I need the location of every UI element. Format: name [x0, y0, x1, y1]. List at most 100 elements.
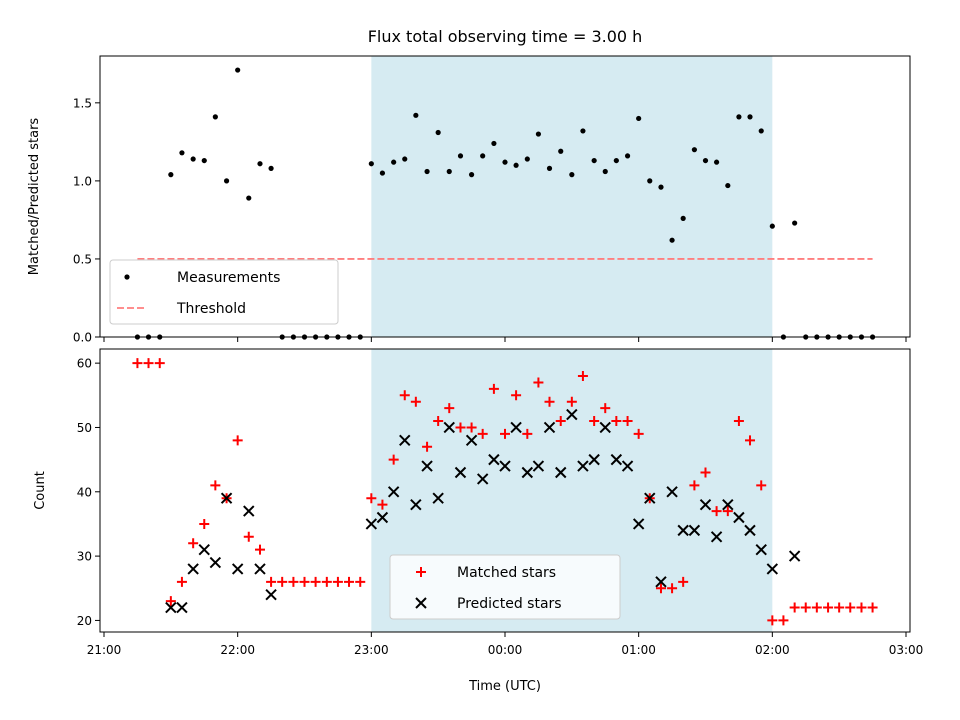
matched-stars-point-37 [544, 396, 555, 407]
predicted-stars-point-5 [220, 492, 233, 504]
legend-label: Predicted stars [457, 596, 562, 612]
predicted-stars-point-34 [632, 518, 645, 530]
y-axis-label: Matched/Predicted stars [27, 118, 42, 276]
matched-stars-point-12 [266, 576, 277, 587]
predicted-stars-point-38 [677, 524, 689, 537]
matched-stars-point-0 [132, 358, 143, 369]
measurements-point-45 [636, 115, 642, 122]
measurements-point-57 [769, 223, 775, 229]
matched-stars-point-26 [422, 441, 433, 452]
measurements-point-7 [212, 114, 218, 120]
matched-stars-point-57 [767, 615, 778, 626]
y-tick-label: 40 [77, 485, 92, 499]
predicted-stars-point-13 [399, 434, 411, 447]
predicted-stars-point-41 [710, 531, 723, 543]
measurements-point-51 [702, 157, 709, 164]
matched-stars-point-23 [388, 454, 399, 465]
measurements-point-59 [792, 220, 798, 226]
matched-stars-point-18 [332, 576, 343, 587]
matched-stars-point-52 [711, 506, 722, 517]
predicted-stars-point-6 [231, 563, 244, 575]
matched-stars-point-30 [466, 422, 477, 433]
matched-stars-point-62 [823, 602, 834, 613]
measurements-point-23 [391, 159, 397, 165]
x-tick-label: 01:00 [621, 643, 656, 657]
measurements-point-31 [480, 153, 486, 159]
predicted-stars-point-10 [365, 518, 378, 530]
measurements-point-22 [379, 170, 386, 176]
measurements-point-21 [368, 161, 374, 167]
measurements-point-44 [624, 153, 631, 159]
matched-stars-point-31 [477, 428, 488, 439]
predicted-stars-point-25 [532, 460, 545, 472]
measurements-point-37 [546, 165, 553, 171]
predicted-stars-point-36 [655, 576, 667, 588]
matched-stars-point-55 [745, 435, 756, 446]
predicted-stars-point-47 [788, 550, 801, 562]
predicted-stars-point-18 [454, 466, 467, 479]
matched-stars-point-7 [210, 480, 221, 491]
measurements-point-29 [457, 153, 464, 159]
predicted-stars-point-33 [621, 460, 634, 472]
legend-marker [416, 567, 426, 577]
y-tick-label: 50 [77, 421, 92, 435]
measurements-point-36 [535, 131, 542, 137]
matched-stars-point-45 [633, 428, 644, 439]
matched-stars-point-13 [277, 576, 288, 587]
matched-stars-point-54 [733, 416, 744, 427]
predicted-stars-point-31 [599, 421, 611, 434]
chart-title: Flux total observing time = 3.00 h [368, 27, 643, 46]
matched-stars-point-4 [176, 576, 187, 587]
matched-stars-point-43 [611, 416, 622, 427]
measurements-point-52 [713, 159, 720, 165]
legend-box [389, 554, 621, 620]
matched-stars-point-56 [756, 480, 767, 491]
matched-stars-point-61 [811, 602, 822, 613]
matched-stars-point-21 [366, 493, 377, 504]
matched-stars-point-65 [856, 602, 867, 613]
predicted-stars-point-12 [387, 486, 400, 498]
x-tick-label: 21:00 [87, 643, 122, 657]
legend: Matched stars Predicted stars [389, 554, 621, 620]
measurements-point-28 [446, 168, 452, 175]
matched-stars-point-2 [154, 358, 165, 369]
measurements-point-34 [513, 162, 519, 168]
predicted-stars-point-42 [722, 498, 734, 511]
y-tick-label: 1.5 [73, 96, 92, 110]
measurements-point-27 [435, 129, 441, 136]
matched-stars-point-59 [789, 602, 800, 613]
matched-stars-point-39 [566, 396, 577, 407]
legend-label: Measurements [177, 270, 280, 286]
matched-stars-point-50 [689, 480, 700, 491]
measurements-point-25 [413, 112, 419, 118]
matched-stars-point-42 [600, 403, 611, 414]
predicted-stars-point-30 [588, 453, 600, 466]
predicted-stars-point-1 [176, 601, 188, 614]
measurements-point-33 [502, 159, 508, 165]
legend-label: Matched stars [457, 565, 556, 581]
matched-stars-point-33 [500, 428, 510, 439]
predicted-stars-point-14 [410, 498, 422, 511]
matched-stars-point-17 [321, 576, 332, 587]
predicted-stars-point-46 [766, 563, 779, 575]
matched-stars-point-25 [410, 396, 421, 407]
matched-stars-point-5 [188, 538, 199, 549]
predicted-stars-point-39 [688, 524, 701, 537]
y-tick-label: 0.0 [73, 331, 92, 345]
y-tick-label: 60 [77, 357, 92, 371]
y-tick-label: 20 [77, 614, 92, 628]
measurements-point-30 [468, 172, 475, 178]
measurements-point-12 [268, 165, 274, 171]
measurements-point-10 [246, 195, 252, 201]
flux-ratio-panel: 0.0 0.5 1.0 1.5 Matched/Predicted stars Measu… [27, 55, 911, 345]
predicted-stars-point-29 [577, 460, 589, 472]
predicted-stars-point-28 [566, 408, 578, 421]
matched-stars-point-51 [700, 467, 711, 478]
predicted-stars-point-22 [499, 460, 511, 472]
predicted-stars-point-44 [744, 524, 756, 537]
star-count-panel: 20 30 40 50 60 21:00 22:00 23:00 00:00 01:00 02:00… [33, 348, 923, 657]
shaded-region [371, 56, 773, 337]
matched-stars-point-24 [399, 390, 410, 401]
measurements-point-26 [424, 168, 430, 175]
